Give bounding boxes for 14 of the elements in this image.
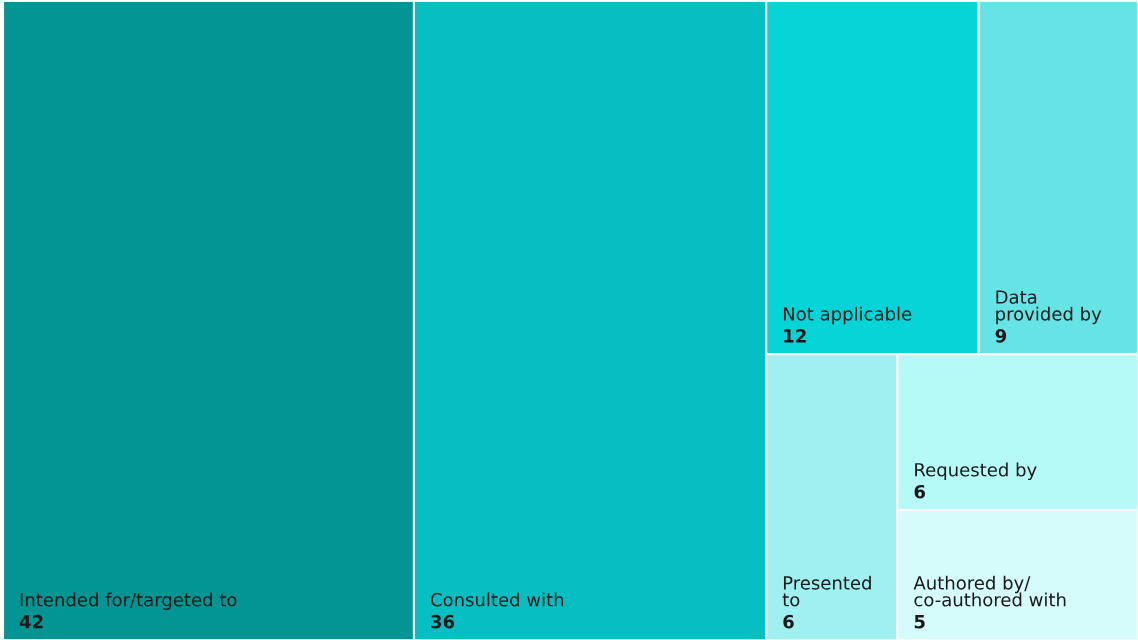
category-label: Presented to [782,575,871,607]
data-label: 9 [995,328,1007,343]
data-label: 6 [783,614,794,629]
category-label: Not applicable [783,306,912,325]
category-label: Authored by/ co-authored with [913,575,1066,607]
data-label: 42 [19,614,43,629]
category-label: Data provided by [996,290,1102,325]
data-label: 12 [784,328,806,343]
data-label: 36 [431,614,455,629]
category-label: Consulted with [430,592,564,607]
category-label: Intended for/targeted to [20,592,237,610]
data-label: 6 [914,484,926,499]
data-label: 5 [914,615,925,629]
category-label: Requested by [915,462,1037,481]
